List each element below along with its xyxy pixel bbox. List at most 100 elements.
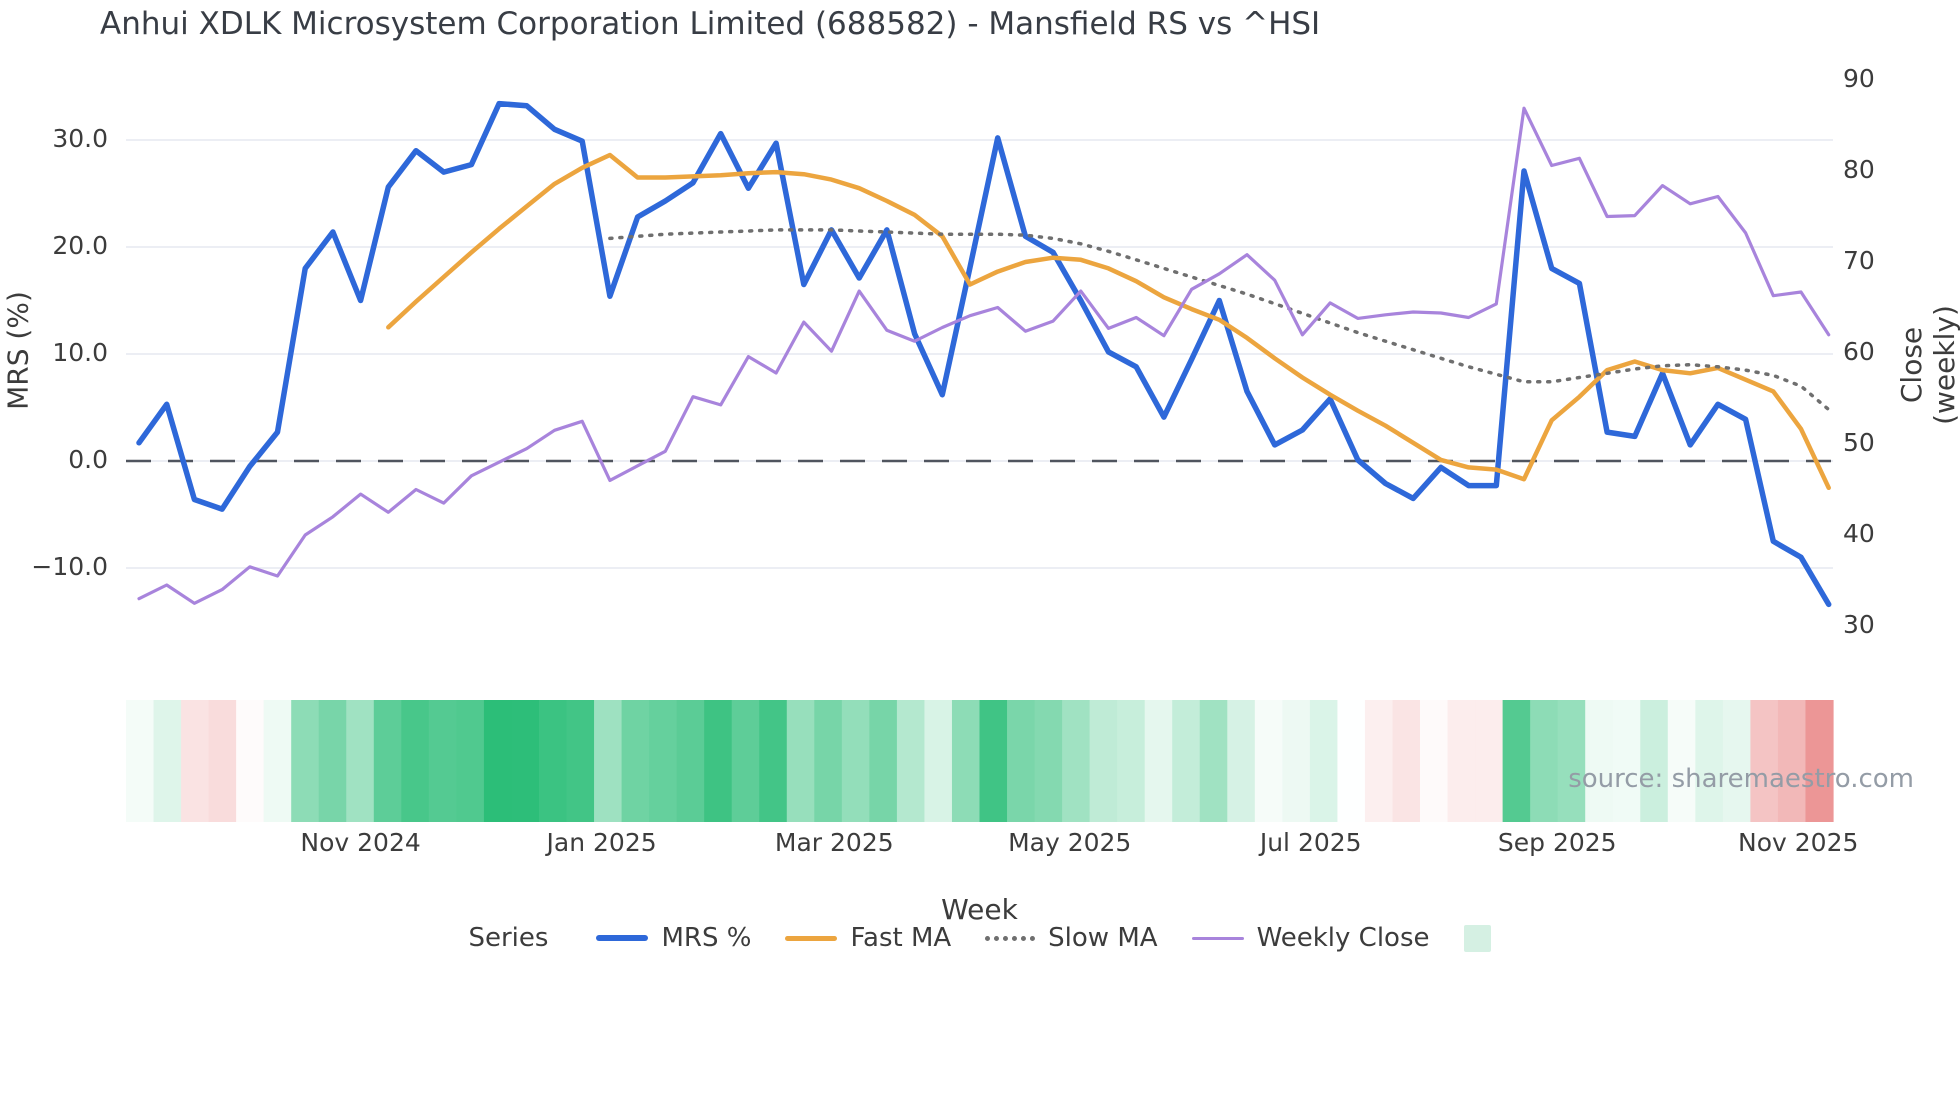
- heatmap-cell: [428, 700, 457, 822]
- legend-item-fast-ma: Fast MA: [785, 923, 951, 953]
- heatmap-cell: [1612, 700, 1641, 822]
- y-tick-label: 30.0: [52, 124, 108, 153]
- heatmap-cell: [896, 700, 926, 822]
- heatmap-cell: [318, 700, 347, 822]
- heatmap-cell: [594, 700, 623, 822]
- heatmap-cell: [979, 700, 1008, 822]
- legend-item-label: MRS %: [661, 923, 752, 953]
- fast-ma-line-swatch-icon: [785, 935, 838, 941]
- heatmap-cell: [1722, 700, 1752, 822]
- heatmap-cell: [483, 700, 513, 822]
- heatmap-cell: [1337, 700, 1366, 822]
- heatmap-cell: [1557, 700, 1586, 822]
- heatmap-cell: [1447, 700, 1476, 822]
- x-tick-label: Mar 2025: [774, 828, 894, 857]
- y-tick-label: 40: [1843, 519, 1875, 548]
- weekly-close-line-swatch-icon: [1191, 936, 1244, 940]
- heatmap-cell: [1805, 700, 1834, 822]
- heatmap-cell: [1282, 700, 1311, 822]
- heatmap-cell: [1117, 700, 1146, 822]
- heatmap-cell: [1640, 700, 1669, 822]
- legend-title: Series: [468, 923, 549, 953]
- heatmap-cell: [291, 700, 320, 822]
- heatmap-cell: [1475, 700, 1504, 822]
- heatmap-swatch-icon: [1463, 924, 1491, 952]
- legend-item-heatmap: [1463, 924, 1491, 952]
- heatmap-cell: [263, 700, 292, 822]
- heatmap-cell: [1750, 700, 1779, 822]
- heatmap-cell: [1172, 700, 1201, 822]
- heatmap-cell: [236, 700, 265, 822]
- x-tick-label: Jan 2025: [546, 828, 657, 857]
- y-tick-label: 20.0: [52, 231, 108, 260]
- slow-ma-dotted-swatch-icon: [985, 935, 1036, 941]
- heatmap-cell: [1420, 700, 1449, 822]
- legend-item-label: Slow MA: [1048, 923, 1158, 953]
- y-tick-label: 50: [1843, 428, 1875, 457]
- heatmap-cell: [153, 700, 182, 822]
- heatmap-cell: [346, 700, 375, 822]
- x-tick-label: Nov 2025: [1738, 828, 1859, 857]
- heatmap-cell: [704, 700, 733, 822]
- heatmap-cell: [208, 700, 237, 822]
- heatmap-cell: [1364, 700, 1394, 822]
- heatmap-cell: [759, 700, 788, 822]
- heatmap-cell: [1034, 700, 1063, 822]
- chart-title: Anhui XDLK Microsystem Corporation Limit…: [100, 6, 1321, 42]
- heatmap-cell: [1007, 700, 1036, 822]
- heatmap-cell: [126, 700, 155, 822]
- heatmap-cell: [649, 700, 678, 822]
- y-tick-label: 10.0: [52, 338, 108, 367]
- heatmap-cell: [676, 700, 705, 822]
- heatmap-cell: [181, 700, 210, 822]
- heatmap-cell: [1309, 700, 1339, 822]
- y-tick-label: 90: [1843, 64, 1875, 93]
- heatmap-cell: [1144, 700, 1173, 822]
- mrs-line-swatch-icon: [596, 935, 649, 941]
- series-line-mrs-: [136, 100, 1832, 608]
- heatmap-cell: [1777, 700, 1807, 822]
- heatmap-cell: [1062, 700, 1091, 822]
- heatmap-cell: [1695, 700, 1724, 822]
- heatmap-cell: [1392, 700, 1421, 822]
- heatmap-cell: [401, 700, 430, 822]
- y-tick-label: 60: [1843, 337, 1875, 366]
- y-tick-label: 80: [1843, 155, 1875, 184]
- heatmap-cell: [814, 700, 843, 822]
- x-tick-label: Jul 2025: [1259, 828, 1362, 857]
- heatmap-cell: [1089, 700, 1118, 822]
- series-line-fast-ma: [386, 152, 1831, 491]
- heatmap-cell: [841, 700, 870, 822]
- heatmap-cell: [1667, 700, 1696, 822]
- heatmap-cell: [869, 700, 898, 822]
- source-watermark: source: sharemaestro.com: [1568, 764, 1914, 794]
- legend-item-label: Fast MA: [850, 923, 952, 953]
- legend-item-slow-ma: Slow MA: [985, 923, 1158, 953]
- heatmap-cell: [1502, 700, 1531, 822]
- heatmap-cell: [511, 700, 540, 822]
- legend-item-label: Weekly Close: [1256, 923, 1430, 953]
- series-line-slow-ma: [608, 228, 1831, 412]
- heatmap-cell: [951, 700, 981, 822]
- x-tick-label: May 2025: [1008, 828, 1132, 857]
- heatmap-cell: [1227, 700, 1256, 822]
- heatmap-cell: [1585, 700, 1614, 822]
- heatmap-cell: [786, 700, 815, 822]
- heatmap-cell: [456, 700, 485, 822]
- x-tick-label: Nov 2024: [300, 828, 421, 857]
- legend-item-mrs: MRS %: [596, 923, 751, 953]
- series-line-weekly-close: [137, 106, 1831, 605]
- legend-item-weekly-close: Weekly Close: [1191, 923, 1430, 953]
- legend: Series MRS % Fast MA Slow MA Weekly Clos…: [126, 923, 1833, 953]
- heatmap-cell: [1199, 700, 1228, 822]
- y-tick-label: 30: [1843, 610, 1875, 639]
- heatmap-cell: [538, 700, 568, 822]
- y-tick-label: −10.0: [31, 552, 108, 581]
- heatmap-cell: [924, 700, 953, 822]
- heatmap-cell: [1530, 700, 1559, 822]
- x-axis-label: Week: [941, 893, 1018, 926]
- heatmap-cell: [373, 700, 402, 822]
- x-tick-label: Sep 2025: [1497, 828, 1617, 857]
- heatmap-cell: [566, 700, 595, 822]
